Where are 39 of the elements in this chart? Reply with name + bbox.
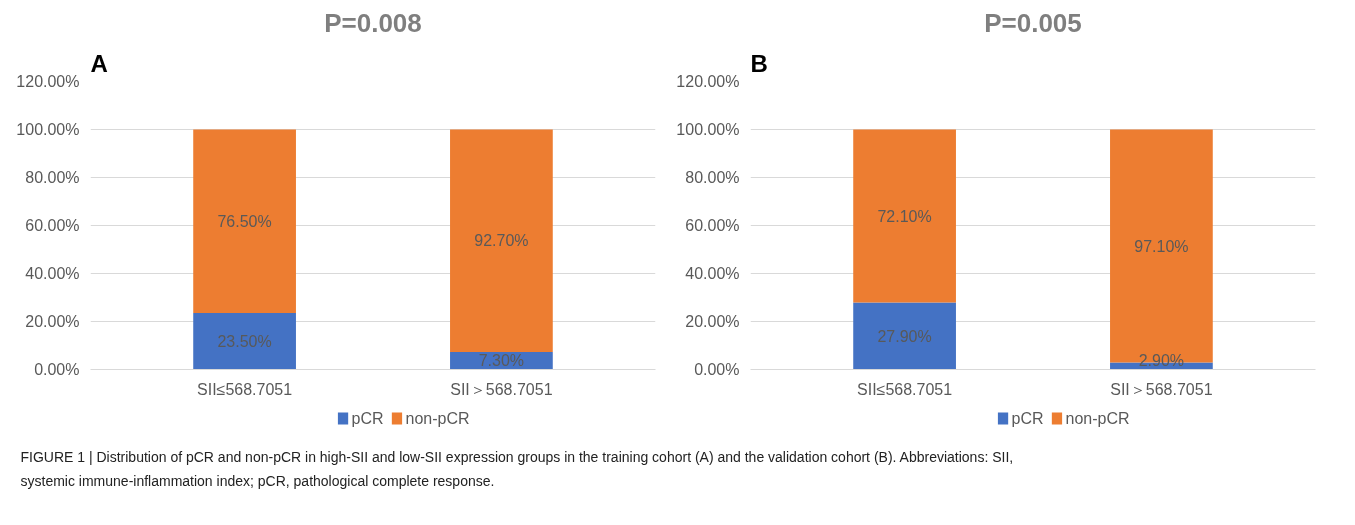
legend-label: pCR	[1011, 410, 1044, 427]
data-label: 27.90%	[877, 327, 932, 345]
y-tick-label: 120.00%	[16, 73, 80, 90]
caption: FIGURE 1 | Distribution of pCR and non-pCR in high-SII and low-SII expression groups in the training cohort (A) and the validation cohort (B). Abbreviations: SII, systemic immune-inflammation index; pCR, pathological complete response.	[20, 448, 1014, 489]
x-tick-label: SII＞568.7051	[1110, 380, 1213, 398]
y-tick-label: 80.00%	[25, 169, 80, 186]
y-tick-label: 60.00%	[25, 217, 80, 234]
y-tick-label: 80.00%	[685, 169, 740, 186]
data-label: 97.10%	[1134, 237, 1189, 255]
y-tick-label: 0.00%	[694, 361, 740, 378]
text: A	[90, 49, 108, 77]
data-label: 23.50%	[217, 332, 272, 350]
bar	[853, 302, 956, 370]
bar	[853, 129, 956, 303]
chart-title: P=0.005	[984, 7, 1082, 38]
text: B	[750, 49, 768, 77]
y-tick-label: 40.00%	[25, 265, 80, 282]
y-tick-label: 20.00%	[685, 313, 740, 330]
legend-label: pCR	[351, 410, 384, 427]
y-tick-label: 0.00%	[34, 361, 80, 378]
bar	[450, 129, 553, 352]
legend-label: non-pCR	[405, 410, 470, 427]
y-tick-label: 20.00%	[25, 313, 80, 330]
y-tick-label: 40.00%	[685, 265, 740, 282]
data-label: 76.50%	[217, 212, 272, 230]
x-tick-label: SII＞568.7051	[450, 380, 553, 398]
x-tick-label: SII≤568.7051	[197, 380, 293, 398]
y-tick-label: 120.00%	[676, 73, 740, 90]
y-tick-label: 60.00%	[685, 217, 740, 234]
bar	[193, 129, 296, 314]
data-label: 72.10%	[877, 207, 932, 225]
data-label: 7.30%	[478, 352, 525, 370]
y-tick-label: 100.00%	[676, 121, 740, 138]
x-tick-label: SII≤568.7051	[857, 380, 953, 398]
y-tick-label: 100.00%	[16, 121, 80, 138]
data-label: 92.70%	[474, 232, 529, 250]
chart-title: P=0.008	[324, 7, 422, 38]
legend-label: non-pCR	[1065, 410, 1130, 427]
bar	[193, 313, 296, 370]
